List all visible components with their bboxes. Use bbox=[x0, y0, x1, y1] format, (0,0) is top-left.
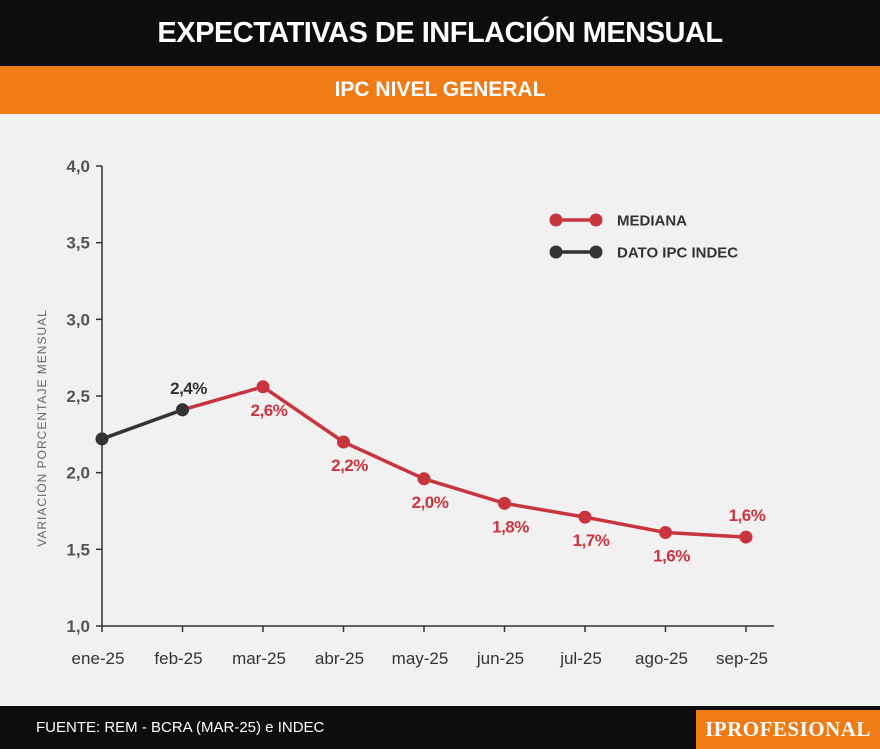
legend-marker bbox=[549, 213, 563, 227]
y-tick-label: 2,0 bbox=[66, 464, 90, 483]
legend-marker bbox=[589, 213, 603, 227]
x-tick-label: may-25 bbox=[392, 649, 449, 668]
x-tick-label: mar-25 bbox=[232, 649, 286, 668]
data-point bbox=[498, 496, 511, 510]
x-tick-label: ago-25 bbox=[635, 649, 688, 668]
legend-entry: MEDIANA bbox=[617, 213, 687, 230]
y-tick-label: 1,5 bbox=[66, 540, 90, 559]
x-tick-label: jul-25 bbox=[559, 649, 602, 668]
y-axis-label: VARIACIÓN PORCENTAJE MENSUAL bbox=[34, 309, 49, 547]
chart-area: 1,0 1,5 2,0 2,5 3,0 3,5 4,0 ene-25 feb-25 mar-25 a… bbox=[0, 114, 880, 706]
data-label: 2,6% bbox=[251, 401, 288, 420]
data-label: 2,2% bbox=[331, 456, 368, 475]
data-point bbox=[659, 525, 672, 539]
x-tick-label: feb-25 bbox=[154, 649, 202, 668]
data-point bbox=[256, 380, 270, 394]
series-line-dato-ipc-indec bbox=[101, 408, 184, 441]
y-tick-label: 4,0 bbox=[66, 157, 90, 176]
legend-marker bbox=[549, 245, 563, 259]
source-note: FUENTE: REM - BCRA (MAR-25) e INDEC bbox=[36, 719, 325, 736]
data-point bbox=[95, 432, 109, 446]
chart-title: EXPECTATIVAS DE INFLACIÓN MENSUAL bbox=[0, 0, 880, 66]
data-label: 1,6% bbox=[653, 546, 690, 565]
line-chart: 1,0 1,5 2,0 2,5 3,0 3,5 4,0 ene-25 feb-25 mar-25 a… bbox=[34, 157, 774, 668]
y-tick-label: 1,0 bbox=[66, 617, 90, 636]
legend-entry: DATO IPC INDEC bbox=[617, 245, 738, 262]
data-point bbox=[739, 530, 753, 544]
y-tick-label: 2,5 bbox=[66, 387, 90, 406]
y-tick-label: 3,0 bbox=[66, 310, 90, 329]
x-tick-label: ene-25 bbox=[72, 649, 125, 668]
data-label: 1,8% bbox=[492, 517, 529, 536]
data-point bbox=[578, 510, 592, 524]
x-tick-label: jun-25 bbox=[476, 649, 524, 668]
data-label: 2,0% bbox=[412, 493, 449, 512]
footer: FUENTE: REM - BCRA (MAR-25) e INDEC IPRO… bbox=[0, 706, 880, 749]
data-label: 1,6% bbox=[729, 506, 766, 525]
chart-subtitle: IPC NIVEL GENERAL bbox=[0, 66, 880, 114]
series-line-mediana bbox=[182, 385, 747, 539]
data-point bbox=[417, 472, 431, 486]
data-point bbox=[337, 435, 350, 449]
data-label: 2,4% bbox=[170, 379, 207, 398]
data-label: 1,7% bbox=[573, 531, 610, 550]
brand-logo: IPROFESIONAL bbox=[696, 710, 880, 749]
data-point bbox=[176, 403, 189, 417]
y-tick-label: 3,5 bbox=[66, 234, 90, 253]
legend-marker bbox=[589, 245, 603, 259]
x-tick-label: abr-25 bbox=[315, 649, 364, 668]
x-tick-label: sep-25 bbox=[716, 649, 768, 668]
